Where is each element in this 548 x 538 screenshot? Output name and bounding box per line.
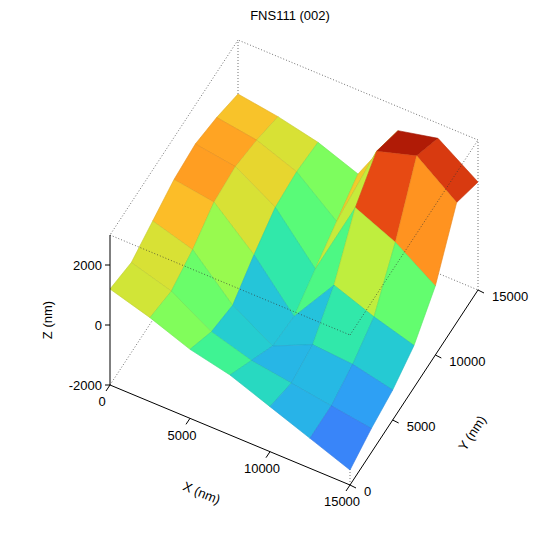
x-tick-label: 15000 [324,494,360,509]
x-tick-label: 10000 [244,461,280,476]
z-tick-label: 2000 [73,258,102,273]
box-edge [478,140,479,290]
z-tick-label: -2000 [69,378,102,393]
y-tick-label: 5000 [407,419,436,434]
y-tick [350,485,356,488]
title: FNS111 (002) [250,8,330,23]
x-tick [266,452,270,458]
z-tick [105,325,110,326]
y-tick [435,355,441,358]
surface-cell [310,406,371,470]
x-tick [106,385,110,391]
z-tick-label: 0 [95,318,102,333]
z-tick [105,265,110,266]
axes: 0 5000 10000 15000 X (nm) 0 5000 10000 15000 Y (n… [40,235,528,509]
box-edge [110,235,350,335]
box-edge [350,140,478,335]
x-axis-title: X (nm) [181,478,223,507]
y-tick [478,290,484,293]
x-axis-line [110,385,350,485]
y-axis-title: Y (nm) [455,413,489,454]
y-tick-label: 15000 [492,289,528,304]
box-top [110,40,478,335]
box-edge [238,40,478,140]
x-tick [186,418,190,424]
y-tick [393,420,399,423]
x-tick-label: 5000 [168,428,197,443]
y-axis-line [350,290,478,485]
chart: 0 5000 10000 15000 X (nm) 0 5000 10000 15000 Y (n… [0,0,548,538]
y-tick-label: 10000 [449,354,485,369]
box-edge [110,40,238,235]
x-tick-label: 0 [98,394,105,409]
y-tick-label: 0 [364,484,371,499]
z-axis-line [110,235,111,385]
z-axis-title: Z (nm) [40,301,55,339]
z-tick [105,385,110,386]
box-back [110,40,478,485]
x-tick [346,485,350,491]
